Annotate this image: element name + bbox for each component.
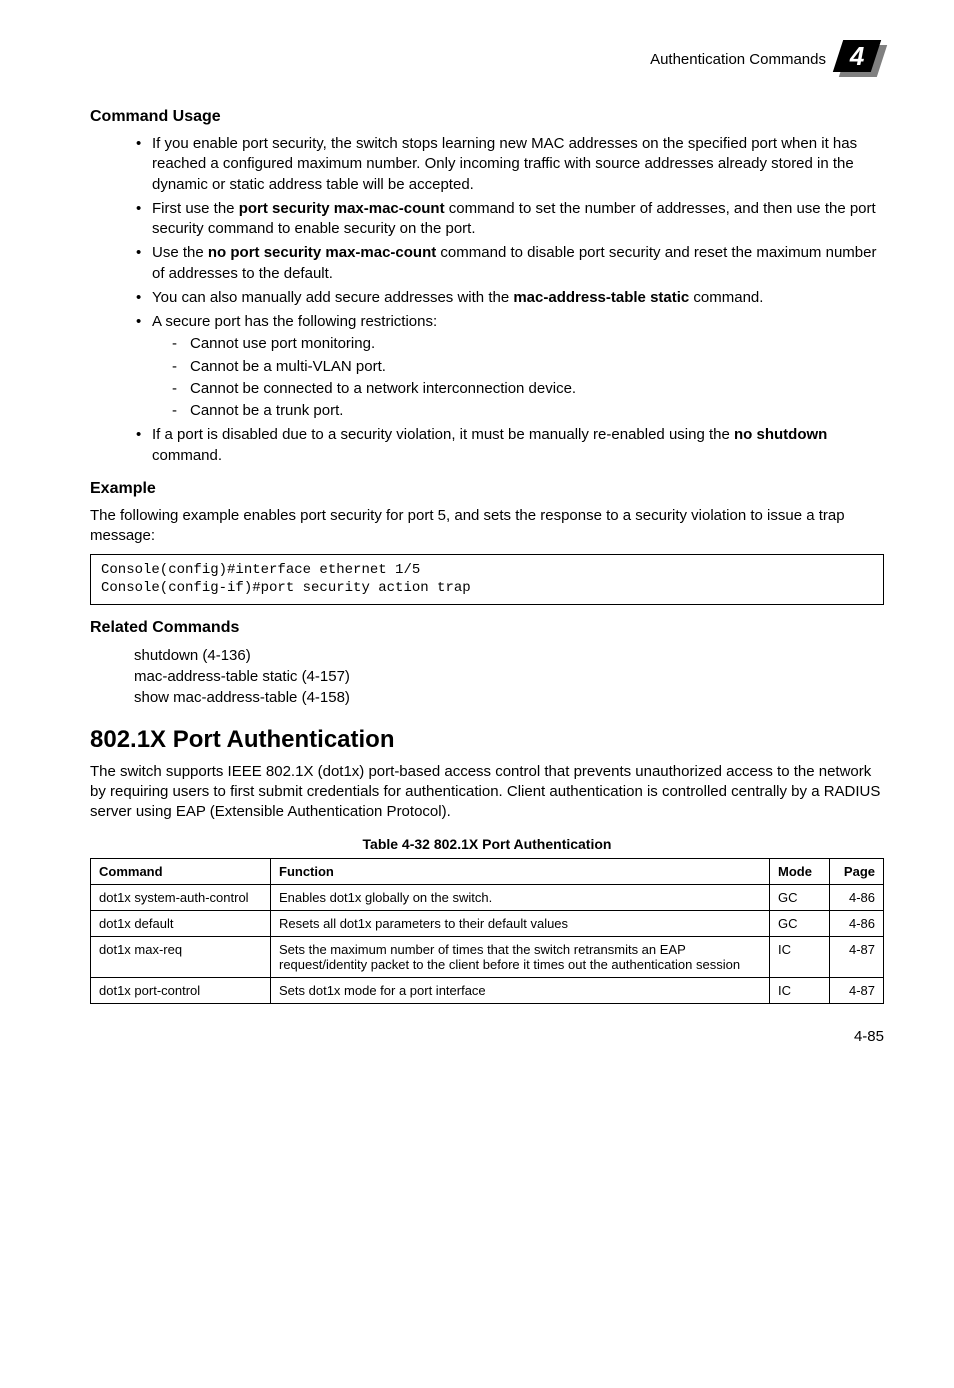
td-mode: IC — [770, 937, 830, 978]
table-header-row: Command Function Mode Page — [91, 859, 884, 885]
table-row: dot1x port-control Sets dot1x mode for a… — [91, 978, 884, 1004]
bullet-text: If a port is disabled due to a security … — [152, 426, 827, 463]
td-function: Enables dot1x globally on the switch. — [271, 885, 770, 911]
command-usage-heading: Command Usage — [90, 108, 884, 126]
bullet-text: A secure port has the following restrict… — [152, 313, 437, 330]
sub-list-item: Cannot be connected to a network interco… — [172, 379, 884, 399]
sub-list-item: Cannot be a trunk port. — [172, 401, 884, 421]
port-auth-table: Command Function Mode Page dot1x system-… — [90, 858, 884, 1004]
list-item: If you enable port security, the switch … — [136, 134, 884, 195]
th-mode: Mode — [770, 859, 830, 885]
td-command: dot1x max-req — [91, 937, 271, 978]
list-item: First use the port security max-mac-coun… — [136, 199, 884, 240]
th-command: Command — [91, 859, 271, 885]
td-command: dot1x port-control — [91, 978, 271, 1004]
td-page: 4-86 — [830, 911, 884, 937]
list-item: You can also manually add secure address… — [136, 288, 884, 308]
header-title: Authentication Commands — [650, 51, 826, 68]
td-function: Resets all dot1x parameters to their def… — [271, 911, 770, 937]
table-caption: Table 4-32 802.1X Port Authentication — [90, 836, 884, 852]
td-function: Sets the maximum number of times that th… — [271, 937, 770, 978]
list-item: Use the no port security max-mac-count c… — [136, 243, 884, 284]
bullet-text: You can also manually add secure address… — [152, 289, 763, 306]
list-item: A secure port has the following restrict… — [136, 312, 884, 421]
td-page: 4-86 — [830, 885, 884, 911]
list-item: If a port is disabled due to a security … — [136, 425, 884, 466]
related-item: show mac-address-table (4-158) — [134, 687, 884, 708]
port-auth-intro: The switch supports IEEE 802.1X (dot1x) … — [90, 762, 884, 823]
td-command: dot1x default — [91, 911, 271, 937]
bullet-text: If you enable port security, the switch … — [152, 135, 857, 193]
bullet-text: First use the port security max-mac-coun… — [152, 200, 876, 237]
chapter-number: 4 — [850, 41, 864, 72]
td-function: Sets dot1x mode for a port interface — [271, 978, 770, 1004]
example-code: Console(config)#interface ethernet 1/5 C… — [90, 554, 884, 604]
sub-list-item: Cannot be a multi-VLAN port. — [172, 357, 884, 377]
page-header: Authentication Commands 4 — [90, 40, 884, 78]
table-row: dot1x max-req Sets the maximum number of… — [91, 937, 884, 978]
example-heading: Example — [90, 480, 884, 498]
command-usage-list: If you enable port security, the switch … — [90, 134, 884, 466]
th-function: Function — [271, 859, 770, 885]
table-row: dot1x default Resets all dot1x parameter… — [91, 911, 884, 937]
port-auth-heading: 802.1X Port Authentication — [90, 726, 884, 754]
td-mode: GC — [770, 911, 830, 937]
example-intro: The following example enables port secur… — [90, 506, 884, 547]
chapter-badge: 4 — [838, 40, 884, 78]
td-command: dot1x system-auth-control — [91, 885, 271, 911]
table-row: dot1x system-auth-control Enables dot1x … — [91, 885, 884, 911]
related-item: shutdown (4-136) — [134, 645, 884, 666]
th-page: Page — [830, 859, 884, 885]
sub-list-item: Cannot use port monitoring. — [172, 334, 884, 354]
sub-list: Cannot use port monitoring. Cannot be a … — [152, 334, 884, 421]
bullet-text: Use the no port security max-mac-count c… — [152, 244, 876, 281]
related-commands-heading: Related Commands — [90, 619, 884, 637]
td-page: 4-87 — [830, 978, 884, 1004]
page-number: 4-85 — [90, 1028, 884, 1045]
td-mode: IC — [770, 978, 830, 1004]
related-commands-list: shutdown (4-136) mac-address-table stati… — [90, 645, 884, 708]
td-mode: GC — [770, 885, 830, 911]
related-item: mac-address-table static (4-157) — [134, 666, 884, 687]
td-page: 4-87 — [830, 937, 884, 978]
